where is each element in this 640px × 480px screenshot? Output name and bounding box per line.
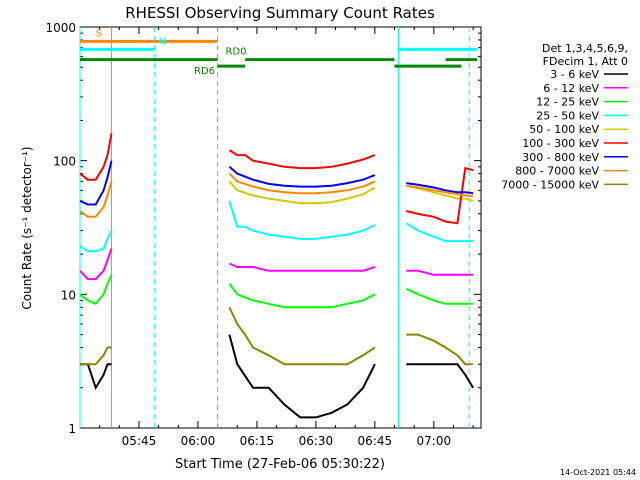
series-line <box>406 184 474 198</box>
legend-label: 800 - 7000 keV <box>515 165 599 178</box>
flag-bar-label: S <box>96 28 102 39</box>
x-axis-label: Start Time (27-Feb-06 05:30:22) <box>175 457 385 472</box>
series-line <box>228 149 376 170</box>
series-line <box>406 166 474 225</box>
plot-area: 1 10 100 1000 05:45 06:00 06:15 06:30 06:45 07:00… <box>45 21 482 448</box>
y-tick-label: 100 <box>53 155 76 169</box>
plot-frame <box>79 26 482 429</box>
series-line <box>80 363 112 391</box>
x-tick-label: 06:30 <box>299 434 334 448</box>
y-axis-label: Count Rate (s⁻¹ detector⁻¹) <box>20 146 34 309</box>
series-line <box>79 230 113 253</box>
series-line <box>406 333 474 366</box>
flag-bar-label: RD0 <box>225 47 246 58</box>
flag-bar-label: N <box>159 36 166 47</box>
series-line <box>79 181 113 218</box>
series-line <box>228 172 376 195</box>
series-line <box>228 283 376 309</box>
legend-label: 25 - 50 keV <box>536 109 599 122</box>
x-tick-label: 05:45 <box>122 434 157 448</box>
series-line <box>79 248 113 281</box>
series-line <box>406 363 474 389</box>
series-line <box>79 274 113 306</box>
legend-header: Det 1,3,4,5,6,9, <box>542 42 628 55</box>
series-line <box>228 166 376 188</box>
series-line <box>80 346 112 366</box>
series-line <box>406 269 474 276</box>
series-line <box>406 182 474 195</box>
series-line <box>79 133 113 181</box>
legend-label: 12 - 25 keV <box>536 96 599 109</box>
y-tick-label: 10 <box>61 288 76 302</box>
series-line <box>228 306 376 366</box>
legend: Det 1,3,4,5,6,9,FDecim 1, Att 03 - 6 keV… <box>501 42 628 191</box>
legend-label: 3 - 6 keV <box>550 68 599 81</box>
series-line <box>228 180 376 205</box>
y-tick-label: 1 <box>68 422 76 436</box>
footer-timestamp: 14-Oct-2021 05:44 <box>560 468 636 477</box>
series-line <box>228 262 376 272</box>
x-tick-label: 06:45 <box>358 434 393 448</box>
y-tick-label: 1000 <box>45 21 76 35</box>
legend-header: FDecim 1, Att 0 <box>543 55 628 68</box>
legend-label: 6 - 12 keV <box>543 82 599 95</box>
legend-label: 100 - 300 keV <box>522 137 599 150</box>
series-line <box>405 287 474 305</box>
series-line <box>228 334 376 419</box>
x-tick-label: 06:15 <box>240 434 275 448</box>
series-line <box>79 160 113 206</box>
legend-label: 50 - 100 keV <box>529 123 599 136</box>
legend-label: 7000 - 15000 keV <box>501 178 599 191</box>
series-line <box>405 222 474 243</box>
x-tick-label: 07:00 <box>417 434 452 448</box>
chart-title: RHESSI Observing Summary Count Rates <box>125 4 435 22</box>
legend-label: 300 - 800 keV <box>522 151 599 164</box>
series-line <box>228 200 376 240</box>
flag-bar-label: RD6 <box>194 66 215 77</box>
x-tick-label: 06:00 <box>181 434 216 448</box>
